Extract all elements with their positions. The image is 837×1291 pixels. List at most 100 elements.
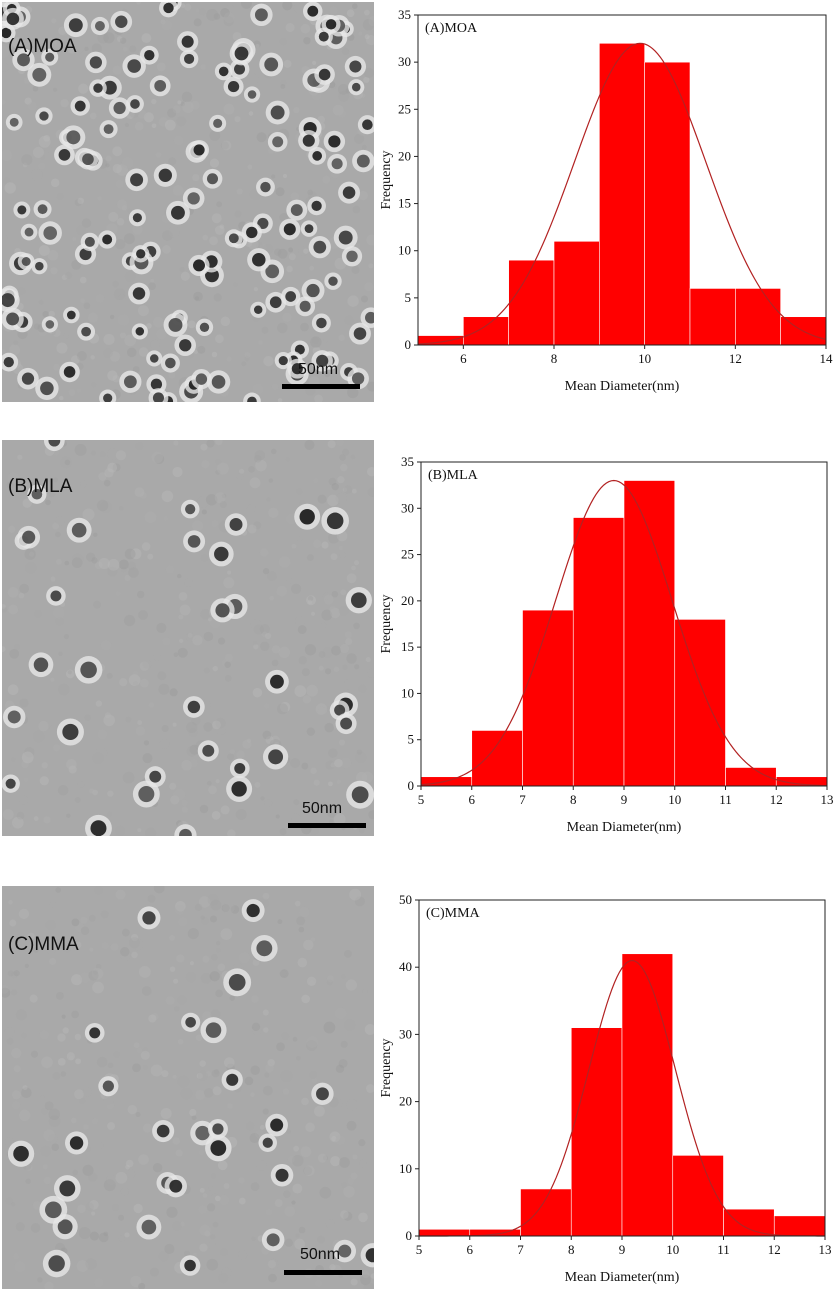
noise-speckle xyxy=(164,1243,175,1254)
particle-core xyxy=(365,1248,374,1263)
particle-core xyxy=(150,378,163,390)
noise-speckle xyxy=(117,314,130,326)
particle-core xyxy=(246,226,258,239)
x-tick-label: 13 xyxy=(821,792,834,807)
noise-speckle xyxy=(100,640,112,651)
histogram-bar xyxy=(644,61,691,346)
particle-core xyxy=(313,240,327,254)
chart-title: (B)MLA xyxy=(428,468,479,483)
chart-title: (C)MMA xyxy=(426,906,481,921)
noise-speckle xyxy=(185,632,196,642)
noise-speckle xyxy=(118,294,126,301)
noise-speckle xyxy=(261,326,269,334)
noise-speckle xyxy=(2,63,9,72)
noise-speckle xyxy=(263,355,274,367)
noise-speckle xyxy=(89,788,95,794)
noise-speckle xyxy=(346,653,357,664)
noise-speckle xyxy=(9,919,17,927)
noise-speckle xyxy=(331,1135,337,1142)
noise-speckle xyxy=(279,970,287,978)
noise-speckle xyxy=(130,1275,142,1288)
noise-speckle xyxy=(223,577,235,589)
noise-speckle xyxy=(323,1021,336,1034)
noise-speckle xyxy=(97,729,108,740)
noise-speckle xyxy=(363,67,374,78)
noise-speckle xyxy=(358,1139,366,1147)
noise-speckle xyxy=(346,1120,357,1131)
y-tick-label: 25 xyxy=(398,101,411,116)
particle-core xyxy=(256,940,273,957)
noise-speckle xyxy=(268,478,274,483)
noise-speckle xyxy=(213,13,221,20)
noise-speckle xyxy=(324,722,334,733)
noise-speckle xyxy=(215,440,223,446)
noise-speckle xyxy=(18,908,30,920)
noise-speckle xyxy=(116,164,129,176)
particle-core xyxy=(299,300,311,312)
noise-speckle xyxy=(173,788,186,801)
noise-speckle xyxy=(93,969,99,975)
noise-speckle xyxy=(258,340,263,345)
noise-speckle xyxy=(202,1193,208,1198)
particle-core xyxy=(48,1255,65,1272)
noise-speckle xyxy=(82,508,95,521)
noise-speckle xyxy=(63,333,69,339)
noise-speckle xyxy=(30,168,43,181)
noise-speckle xyxy=(215,717,226,729)
noise-speckle xyxy=(17,454,23,460)
noise-speckle xyxy=(168,157,177,166)
noise-speckle xyxy=(55,558,62,565)
noise-speckle xyxy=(45,919,56,931)
y-tick-label: 30 xyxy=(401,500,414,515)
noise-speckle xyxy=(76,1260,89,1273)
noise-speckle xyxy=(118,505,124,511)
noise-speckle xyxy=(252,641,258,646)
noise-speckle xyxy=(219,500,227,508)
noise-speckle xyxy=(129,45,137,53)
noise-speckle xyxy=(83,302,91,310)
particle-core xyxy=(193,144,205,156)
histogram-bar xyxy=(689,288,736,346)
noise-speckle xyxy=(271,383,279,390)
noise-speckle xyxy=(354,896,365,907)
noise-speckle xyxy=(262,568,270,575)
noise-speckle xyxy=(212,1221,219,1228)
noise-speckle xyxy=(118,1235,126,1242)
particle-core xyxy=(103,393,113,402)
noise-speckle xyxy=(180,1087,193,1100)
particle-core xyxy=(50,590,62,602)
noise-speckle xyxy=(327,807,337,818)
noise-speckle xyxy=(342,664,348,670)
noise-speckle xyxy=(178,614,184,620)
noise-speckle xyxy=(307,189,313,196)
noise-speckle xyxy=(223,12,235,24)
noise-speckle xyxy=(124,1232,130,1238)
noise-speckle xyxy=(7,587,19,598)
noise-speckle xyxy=(127,1104,137,1115)
noise-speckle xyxy=(188,728,198,737)
x-tick-label: 8 xyxy=(568,1242,575,1257)
noise-speckle xyxy=(19,698,29,708)
x-tick-label: 8 xyxy=(570,792,577,807)
noise-speckle xyxy=(212,665,219,672)
noise-speckle xyxy=(161,724,169,733)
particle-core xyxy=(247,396,257,402)
noise-speckle xyxy=(38,720,49,732)
particle-core xyxy=(69,1136,84,1150)
noise-speckle xyxy=(30,1223,41,1233)
noise-speckle xyxy=(175,1149,183,1157)
noise-speckle xyxy=(305,1122,315,1133)
noise-speckle xyxy=(89,1200,99,1210)
noise-speckle xyxy=(119,678,128,687)
noise-speckle xyxy=(198,896,211,908)
noise-speckle xyxy=(74,941,82,949)
noise-speckle xyxy=(2,149,12,162)
noise-speckle xyxy=(172,1137,180,1145)
noise-speckle xyxy=(30,1050,38,1058)
noise-speckle xyxy=(324,668,332,675)
noise-speckle xyxy=(306,1040,318,1052)
noise-speckle xyxy=(221,493,227,499)
noise-speckle xyxy=(227,570,232,575)
noise-speckle xyxy=(338,1059,348,1068)
